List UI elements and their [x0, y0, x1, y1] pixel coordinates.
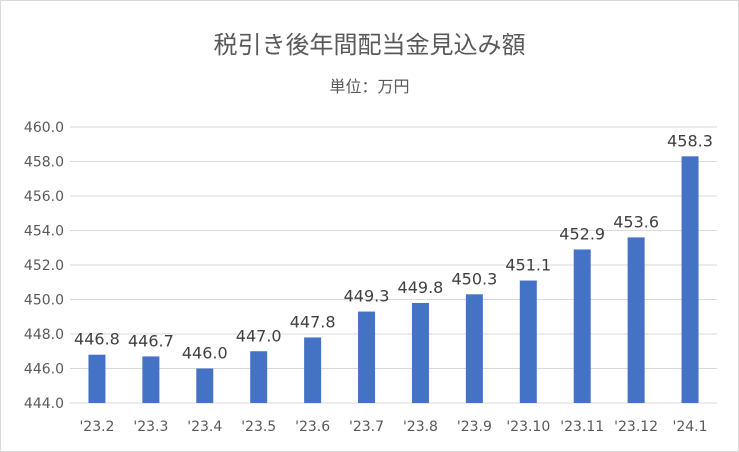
x-tick-label: '23.2	[79, 419, 114, 435]
data-label: 452.9	[559, 224, 605, 243]
x-tick-label: '23.4	[187, 419, 222, 435]
data-label: 449.3	[344, 287, 390, 306]
data-label: 450.3	[451, 269, 497, 288]
y-tick-label: 444.0	[24, 396, 64, 412]
data-label: 458.3	[667, 131, 713, 150]
x-tick-label: '23.11	[560, 419, 604, 435]
y-tick-label: 456.0	[24, 189, 64, 205]
y-tick-label: 458.0	[24, 155, 64, 171]
bar	[627, 237, 645, 403]
data-label: 446.7	[128, 331, 174, 350]
bar	[358, 311, 376, 403]
chart-subtitle: 単位：万円	[329, 77, 410, 96]
bar	[573, 249, 591, 403]
y-tick-label: 448.0	[24, 327, 64, 343]
y-tick-label: 446.0	[24, 362, 64, 378]
bar	[681, 156, 699, 403]
x-tick-label: '23.3	[133, 419, 168, 435]
y-tick-label: 454.0	[24, 224, 64, 240]
bar	[250, 351, 268, 403]
x-tick-label: '23.6	[295, 419, 330, 435]
y-tick-label: 450.0	[24, 293, 64, 309]
data-label: 451.1	[505, 256, 551, 275]
x-tick-label: '23.7	[349, 419, 384, 435]
x-tick-label: '23.10	[506, 419, 550, 435]
bar	[411, 302, 429, 403]
data-label: 449.8	[398, 278, 444, 297]
bar	[142, 356, 160, 403]
x-tick-label: '24.1	[673, 419, 708, 435]
x-tick-label: '23.5	[241, 419, 276, 435]
bar	[196, 368, 214, 403]
data-label: 453.6	[613, 212, 659, 231]
y-tick-label: 460.0	[24, 120, 64, 136]
data-label: 446.0	[182, 344, 228, 363]
x-tick-label: '23.8	[403, 419, 438, 435]
data-label: 446.8	[74, 330, 120, 349]
bar	[88, 354, 106, 403]
x-tick-label: '23.12	[614, 419, 658, 435]
x-tick-label: '23.9	[457, 419, 492, 435]
bar	[465, 294, 483, 403]
chart-title: 税引き後年間配当金見込み額	[213, 31, 526, 59]
data-label: 447.8	[290, 312, 336, 331]
bar	[304, 337, 322, 403]
y-tick-label: 452.0	[24, 258, 64, 274]
data-label: 447.0	[236, 326, 282, 345]
bar	[519, 280, 537, 403]
